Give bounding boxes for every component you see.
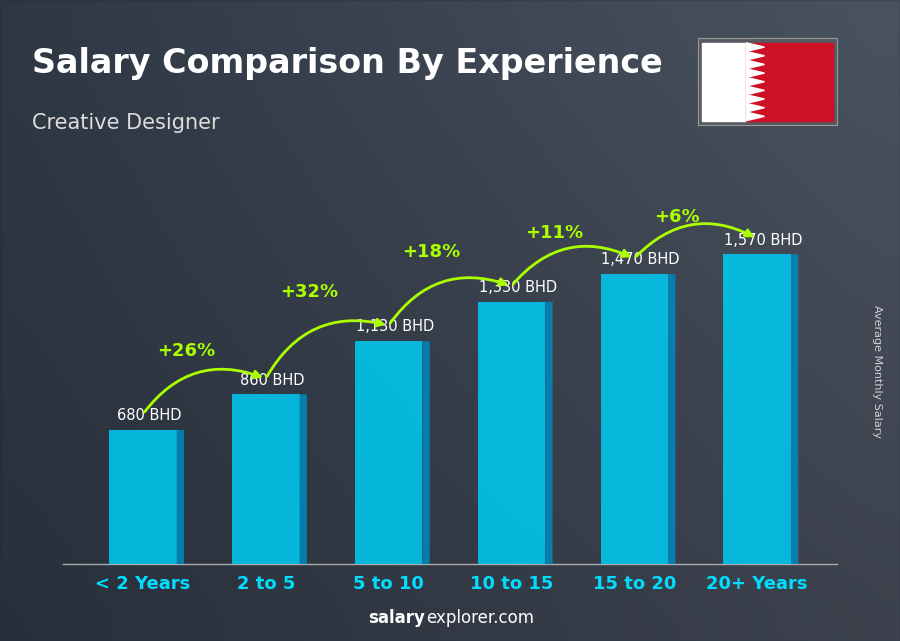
Text: Creative Designer: Creative Designer	[32, 113, 219, 133]
Polygon shape	[300, 394, 307, 564]
Polygon shape	[746, 95, 764, 103]
Text: salary: salary	[368, 609, 425, 627]
Polygon shape	[422, 341, 429, 564]
Polygon shape	[746, 51, 764, 60]
Text: 1,470 BHD: 1,470 BHD	[601, 253, 680, 267]
Bar	[724, 254, 791, 564]
Polygon shape	[746, 103, 764, 112]
Polygon shape	[746, 69, 764, 78]
Text: 860 BHD: 860 BHD	[239, 372, 304, 388]
Text: 1,570 BHD: 1,570 BHD	[724, 233, 803, 247]
Text: Salary Comparison By Experience: Salary Comparison By Experience	[32, 47, 662, 79]
Text: explorer.com: explorer.com	[427, 609, 535, 627]
Polygon shape	[746, 112, 764, 121]
Polygon shape	[746, 78, 764, 86]
Polygon shape	[176, 430, 184, 564]
Text: +32%: +32%	[280, 283, 338, 301]
Text: 680 BHD: 680 BHD	[117, 408, 181, 423]
Bar	[746, 43, 832, 121]
Text: 1,130 BHD: 1,130 BHD	[356, 319, 434, 335]
Polygon shape	[746, 43, 764, 51]
Bar	[355, 341, 422, 564]
Polygon shape	[746, 86, 764, 95]
Bar	[702, 43, 746, 121]
Bar	[600, 274, 668, 564]
Text: 1,330 BHD: 1,330 BHD	[479, 280, 556, 295]
Polygon shape	[791, 254, 798, 564]
Text: +6%: +6%	[654, 208, 700, 226]
Bar	[109, 430, 176, 564]
Text: +18%: +18%	[402, 244, 461, 262]
Polygon shape	[668, 274, 675, 564]
Text: +11%: +11%	[526, 224, 583, 242]
Bar	[478, 302, 545, 564]
Text: Average Monthly Salary: Average Monthly Salary	[872, 305, 883, 438]
Bar	[232, 394, 300, 564]
Polygon shape	[746, 60, 764, 69]
Text: +26%: +26%	[157, 342, 215, 360]
Polygon shape	[545, 302, 553, 564]
